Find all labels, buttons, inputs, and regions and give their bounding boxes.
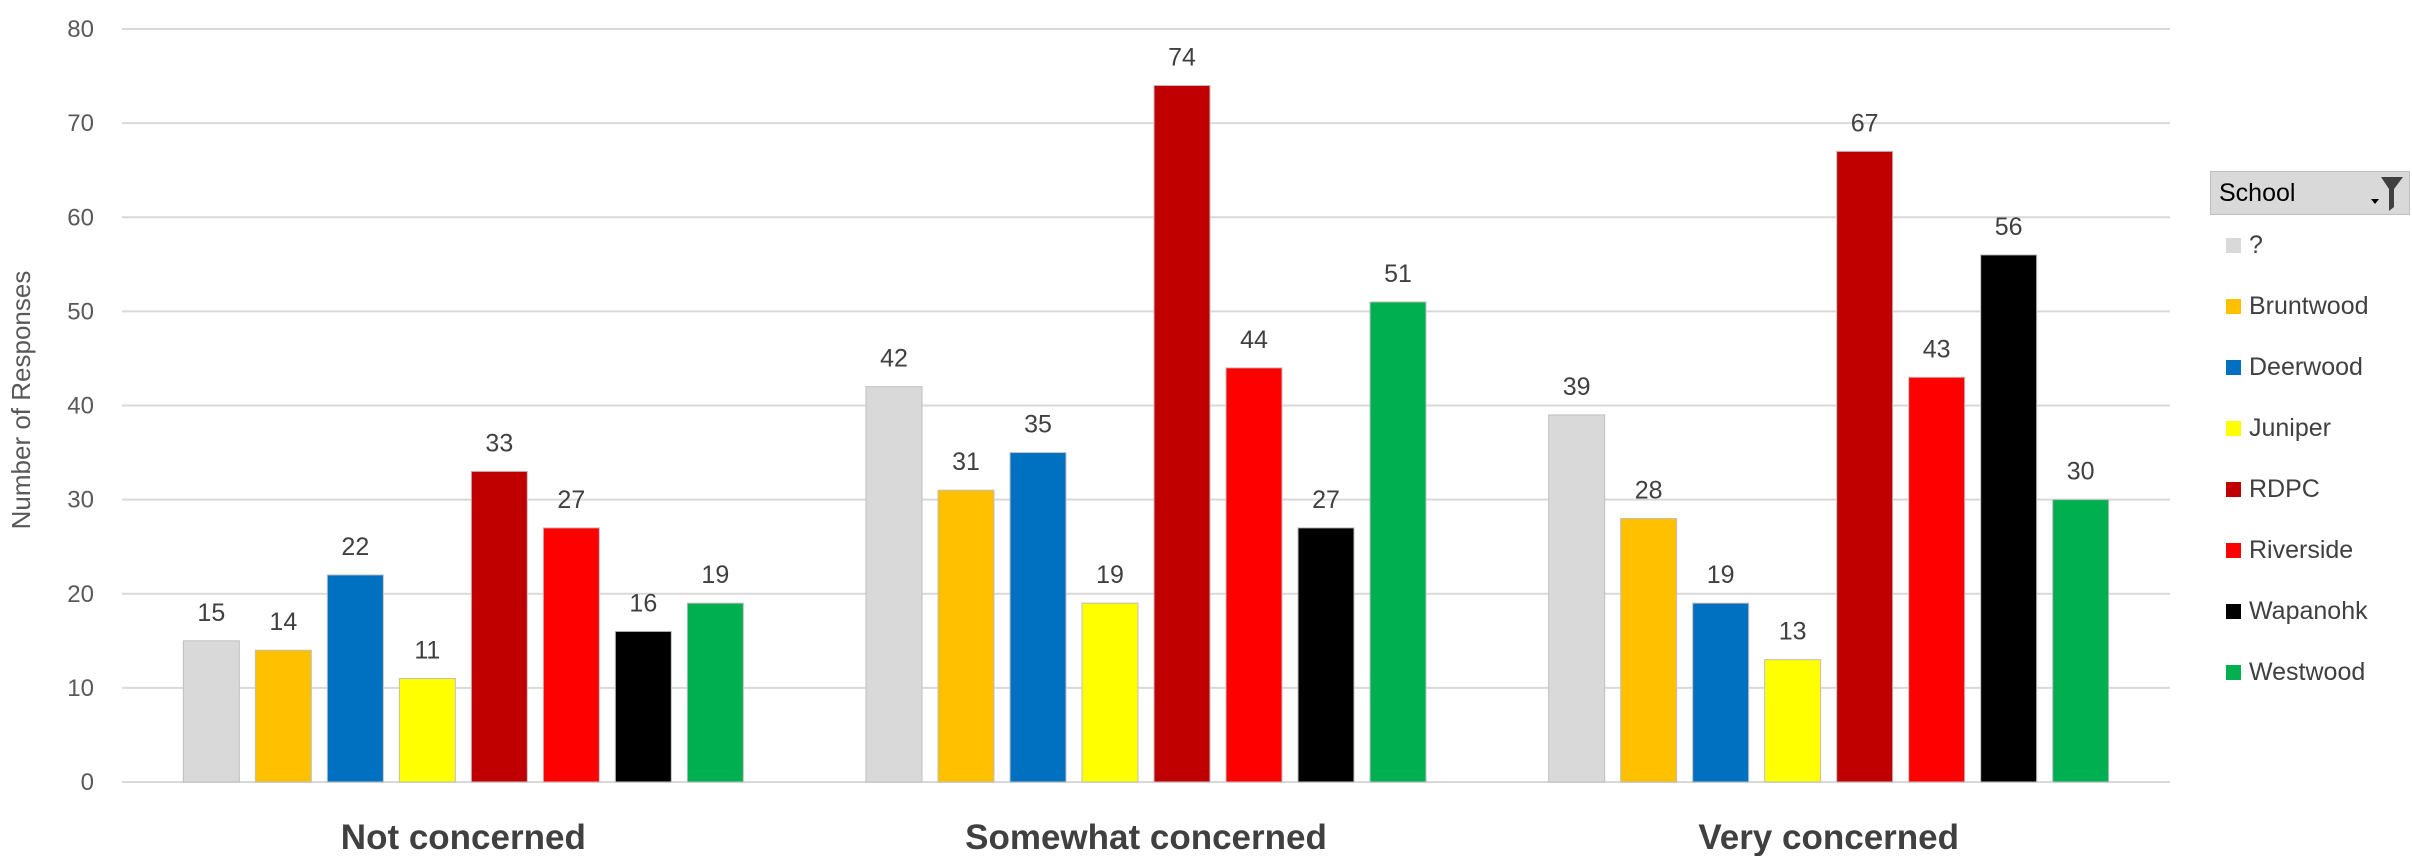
data-label: 51 bbox=[1384, 260, 1412, 288]
legend-swatch bbox=[2226, 482, 2241, 497]
bar-rdpc-2 bbox=[1153, 84, 1211, 783]
y-tick-label: 50 bbox=[67, 298, 94, 325]
legend-swatch bbox=[2226, 421, 2241, 436]
category-label: Somewhat concerned bbox=[965, 818, 1327, 856]
bar-deerwood-2 bbox=[1009, 452, 1067, 783]
filter-icon[interactable] bbox=[2357, 173, 2405, 213]
data-label: 22 bbox=[341, 533, 369, 561]
data-label: 35 bbox=[1024, 411, 1052, 439]
category-labels: Not concerned Somewhat concerned Very conc… bbox=[341, 818, 1959, 856]
legend-label: Bruntwood bbox=[2249, 292, 2369, 320]
legend-item[interactable]: Deerwood bbox=[2210, 337, 2410, 398]
data-label: 39 bbox=[1563, 373, 1591, 401]
legend-item[interactable]: Bruntwood bbox=[2210, 276, 2410, 337]
legend-item[interactable]: RDPC bbox=[2210, 459, 2410, 520]
bar-rdpc-1 bbox=[470, 470, 528, 783]
bar--3 bbox=[1548, 414, 1606, 783]
bar-bruntwood-1 bbox=[254, 649, 312, 783]
bar--2 bbox=[865, 386, 923, 783]
bar-wapanohk-2 bbox=[1297, 527, 1355, 783]
data-label: 30 bbox=[2067, 458, 2095, 486]
legend-filter-header[interactable]: School bbox=[2210, 171, 2410, 215]
legend-item[interactable]: Westwood bbox=[2210, 642, 2410, 703]
y-tick-label: 60 bbox=[67, 204, 94, 231]
data-label: 44 bbox=[1240, 326, 1268, 354]
data-label: 14 bbox=[269, 608, 297, 636]
y-tick-label: 80 bbox=[67, 16, 94, 43]
data-label: 27 bbox=[1312, 486, 1340, 514]
y-axis-ticks: 0 10 20 30 40 50 60 70 80 bbox=[67, 16, 94, 796]
legend-item[interactable]: Wapanohk bbox=[2210, 581, 2410, 642]
legend-label: Wapanohk bbox=[2249, 597, 2368, 625]
bar-wapanohk-3 bbox=[1980, 254, 2038, 783]
gridlines bbox=[122, 28, 2170, 783]
data-label: 16 bbox=[629, 589, 657, 617]
data-label: 19 bbox=[701, 561, 729, 589]
legend-swatch bbox=[2226, 360, 2241, 375]
legend-swatch bbox=[2226, 299, 2241, 314]
legend-label: ? bbox=[2249, 231, 2263, 259]
category-label: Not concerned bbox=[341, 818, 586, 856]
data-label: 19 bbox=[1707, 561, 1735, 589]
y-tick-label: 30 bbox=[67, 487, 94, 514]
data-label: 13 bbox=[1779, 618, 1807, 646]
data-label: 74 bbox=[1168, 43, 1196, 71]
data-label: 56 bbox=[1995, 213, 2023, 241]
data-label: 67 bbox=[1851, 109, 1879, 137]
bar-westwood-1 bbox=[686, 602, 744, 783]
bar-riverside-3 bbox=[1908, 376, 1966, 783]
data-label: 19 bbox=[1096, 561, 1124, 589]
legend-label: Westwood bbox=[2249, 658, 2366, 686]
legend-item[interactable]: ? bbox=[2210, 215, 2410, 276]
bar-rdpc-3 bbox=[1836, 150, 1894, 783]
bar-juniper-3 bbox=[1764, 659, 1822, 783]
y-tick-label: 10 bbox=[67, 675, 94, 702]
legend-label: Deerwood bbox=[2249, 353, 2363, 381]
data-label: 27 bbox=[557, 486, 585, 514]
legend-label: Juniper bbox=[2249, 414, 2331, 442]
legend-title: School bbox=[2219, 178, 2296, 207]
bar-bruntwood-3 bbox=[1620, 517, 1678, 783]
legend-items: ? Bruntwood Deerwood Juniper RDPC Riverside Wa… bbox=[2210, 215, 2410, 703]
data-label: 15 bbox=[197, 599, 225, 627]
legend-swatch bbox=[2226, 665, 2241, 680]
bar-wapanohk-1 bbox=[614, 630, 672, 783]
bars bbox=[182, 84, 2110, 783]
bar-riverside-2 bbox=[1225, 367, 1283, 783]
y-axis-label: Number of Responses bbox=[6, 271, 36, 530]
category-label: Very concerned bbox=[1698, 818, 1959, 856]
bar-juniper-2 bbox=[1081, 602, 1139, 783]
bar-juniper-1 bbox=[398, 677, 456, 783]
legend-swatch bbox=[2226, 604, 2241, 619]
y-tick-label: 40 bbox=[67, 393, 94, 420]
bar-westwood-3 bbox=[2052, 499, 2110, 783]
data-label: 28 bbox=[1635, 476, 1663, 504]
legend-item[interactable]: Riverside bbox=[2210, 520, 2410, 581]
legend: School ? Bruntwood Deerwood Juniper RDPC Rive… bbox=[2210, 171, 2410, 703]
legend-swatch bbox=[2226, 238, 2241, 253]
data-label: 42 bbox=[880, 345, 908, 373]
data-label: 33 bbox=[485, 429, 513, 457]
legend-swatch bbox=[2226, 543, 2241, 558]
bar-deerwood-3 bbox=[1692, 602, 1750, 783]
data-label: 43 bbox=[1923, 335, 1951, 363]
data-label: 11 bbox=[414, 636, 440, 664]
bar-bruntwood-2 bbox=[937, 489, 995, 783]
bar-riverside-1 bbox=[542, 527, 600, 783]
bar--1 bbox=[182, 640, 240, 783]
y-tick-label: 70 bbox=[67, 110, 94, 137]
data-labels: 15 14 22 11 33 27 16 19 42 31 35 19 74 44 27 51 39 28 19 13… bbox=[197, 43, 2094, 664]
y-tick-label: 0 bbox=[81, 769, 94, 796]
legend-item[interactable]: Juniper bbox=[2210, 398, 2410, 459]
bar-westwood-2 bbox=[1369, 301, 1427, 783]
bar-chart: 0 10 20 30 40 50 60 70 80 Number of Responses 15… bbox=[6, 16, 2170, 856]
legend-label: RDPC bbox=[2249, 475, 2320, 503]
y-tick-label: 20 bbox=[67, 581, 94, 608]
legend-label: Riverside bbox=[2249, 536, 2354, 564]
bar-deerwood-1 bbox=[326, 574, 384, 783]
data-label: 31 bbox=[952, 448, 980, 476]
